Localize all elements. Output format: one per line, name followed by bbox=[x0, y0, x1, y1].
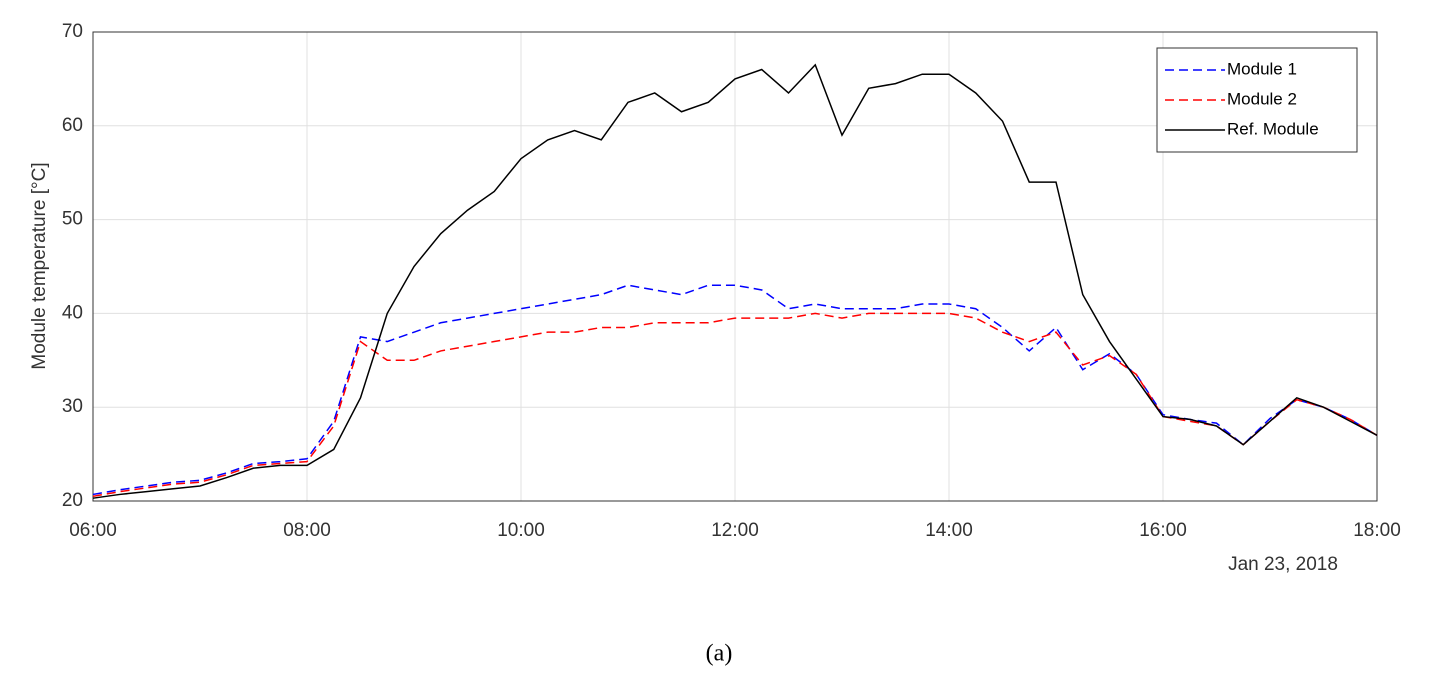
y-tick-label: 60 bbox=[62, 115, 83, 136]
y-axis-label: Module temperature [°C] bbox=[29, 162, 50, 369]
x-tick-label: 06:00 bbox=[69, 520, 117, 541]
plot-frame bbox=[92, 31, 1378, 502]
x-tick-label: 18:00 bbox=[1353, 520, 1401, 541]
y-tick-label: 70 bbox=[62, 21, 83, 42]
legend: Module 1 Module 2 Ref. Module bbox=[1156, 47, 1358, 153]
y-tick-label: 30 bbox=[62, 396, 83, 417]
x-tick-label: 12:00 bbox=[711, 520, 759, 541]
date-label: Jan 23, 2018 bbox=[1228, 554, 1338, 575]
x-tick-label: 16:00 bbox=[1139, 520, 1187, 541]
legend-label: Ref. Module bbox=[1227, 119, 1319, 138]
y-tick-label: 40 bbox=[62, 302, 83, 323]
x-tick-label: 08:00 bbox=[283, 520, 331, 541]
legend-box bbox=[1156, 47, 1358, 153]
legend-label: Module 1 bbox=[1227, 59, 1297, 78]
y-tick-label: 50 bbox=[62, 209, 83, 230]
y-tick-label: 20 bbox=[62, 490, 83, 511]
legend-label: Module 2 bbox=[1227, 89, 1297, 108]
series-line bbox=[92, 63, 1378, 499]
x-tick-label: 10:00 bbox=[497, 520, 545, 541]
caption: (a) bbox=[706, 641, 733, 667]
x-tick-label: 14:00 bbox=[925, 520, 973, 541]
series-line bbox=[92, 284, 1378, 496]
